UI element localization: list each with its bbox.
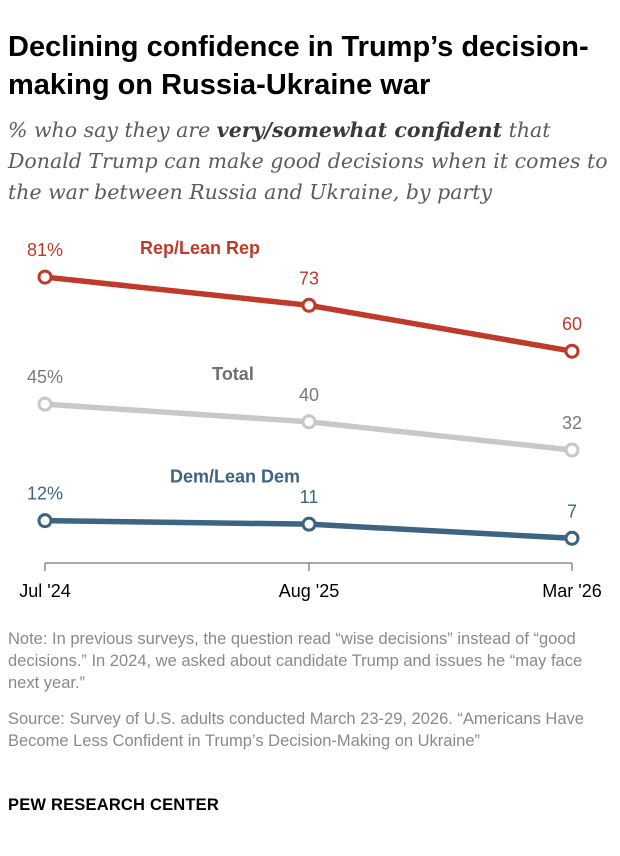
x-axis-ticks: Jul '24 Aug '25 Mar '26: [19, 563, 602, 601]
subtitle-emphasis: very/somewhat confident: [216, 118, 503, 142]
subtitle-lead: % who say they are: [8, 118, 217, 142]
x-tick-label-2: Mar '26: [542, 581, 601, 601]
data-label-rep-lean-rep-1: 73: [299, 268, 319, 288]
x-tick-label-0: Jul '24: [19, 581, 70, 601]
chart-subtitle: % who say they are very/somewhat confide…: [8, 115, 608, 208]
source-note: Source: Survey of U.S. adults conducted …: [8, 710, 584, 750]
data-point-total-2: [564, 442, 580, 458]
footnote: Note: In previous surveys, the question …: [8, 630, 583, 692]
data-point-total-1: [301, 414, 317, 430]
series-rep-lean-rep: 81% 73 60 Rep/Lean Rep: [27, 238, 582, 359]
data-label-total-1: 40: [299, 385, 319, 405]
data-label-dem-lean-dem-2: 7: [567, 501, 577, 521]
data-point-dem-lean-dem-1: [301, 516, 317, 532]
subtitle-tail: that Donald Trump can make good decision…: [8, 118, 608, 204]
series-name-dem-lean-dem: Dem/Lean Dem: [170, 467, 300, 487]
series-layer: 81% 73 60 Rep/Lean Rep 45% 40 32 Total 12% 11 7 Dem…: [27, 238, 582, 546]
series-dem-lean-dem: 12% 11 7 Dem/Lean Dem: [27, 467, 580, 546]
data-label-total-2: 32: [562, 413, 582, 433]
data-point-rep-lean-rep-1: [301, 297, 317, 313]
data-label-total-0: 45%: [27, 367, 63, 387]
data-label-rep-lean-rep-2: 60: [562, 314, 582, 334]
x-tick-label-1: Aug '25: [279, 581, 340, 601]
data-point-rep-lean-rep-0: [37, 269, 53, 285]
data-label-rep-lean-rep-0: 81%: [27, 240, 63, 260]
data-point-dem-lean-dem-2: [564, 530, 580, 546]
data-point-dem-lean-dem-0: [37, 513, 53, 529]
series-name-rep-lean-rep: Rep/Lean Rep: [140, 238, 260, 258]
data-point-rep-lean-rep-2: [564, 343, 580, 359]
series-name-total: Total: [212, 364, 254, 384]
series-total: 45% 40 32 Total: [27, 364, 582, 458]
data-label-dem-lean-dem-1: 11: [300, 487, 319, 507]
data-point-total-0: [37, 396, 53, 412]
chart-title: Declining confidence in Trump’s decision…: [8, 31, 589, 101]
brand-logo-text: PEW RESEARCH CENTER: [8, 796, 219, 814]
data-label-dem-lean-dem-0: 12%: [27, 484, 63, 504]
